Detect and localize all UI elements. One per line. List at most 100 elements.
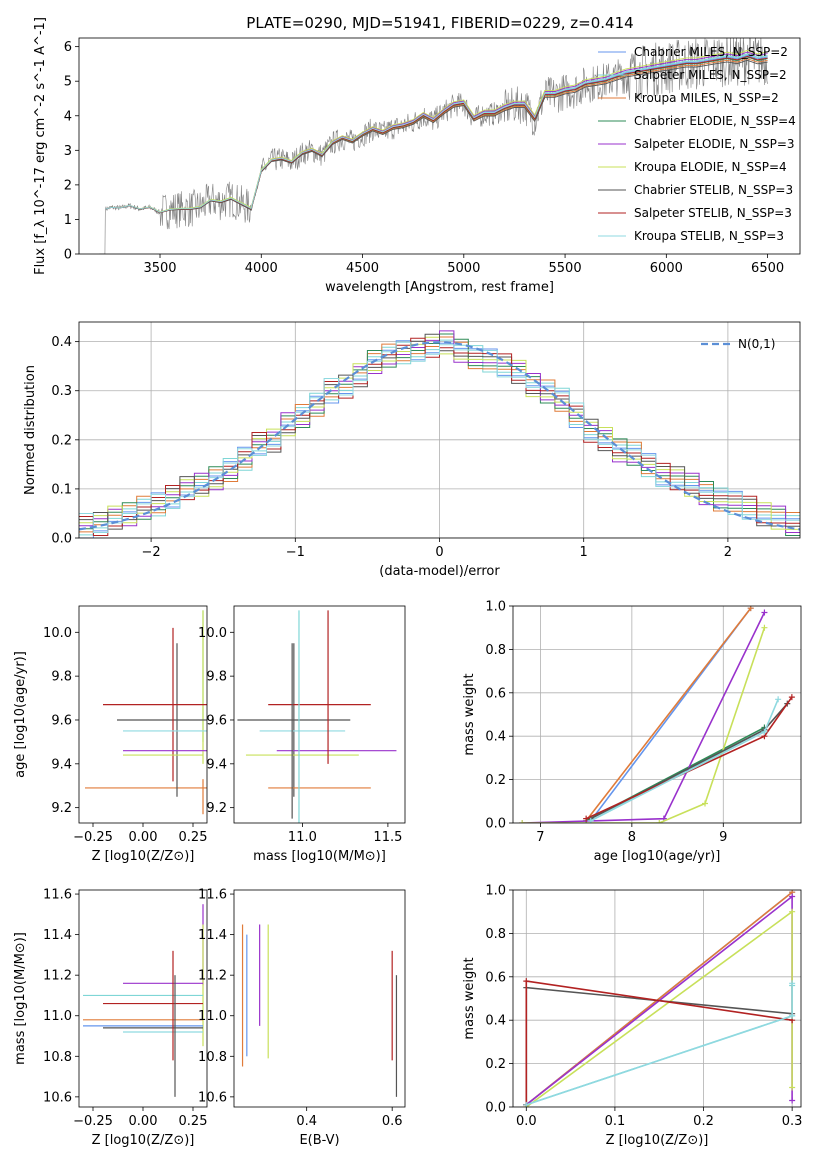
x-tick-label: 0.2 — [693, 1114, 714, 1129]
y-tick-label: 0.6 — [485, 970, 506, 985]
x-tick-label: −2 — [142, 545, 161, 560]
mass-weight-marker — [523, 978, 530, 985]
x-tick-label: 0 — [435, 545, 443, 560]
mass_vs_EBV-plot-area — [241, 924, 398, 1097]
mass-weight-marker — [789, 1012, 796, 1019]
y-tick-label: 0.0 — [485, 1101, 506, 1116]
x-tick-label: 4000 — [245, 261, 278, 276]
mass-weight-marker — [583, 815, 590, 822]
mass-weight-marker — [789, 980, 796, 987]
y-tick-label: 9.6 — [51, 713, 72, 728]
mass-weight-line — [525, 986, 793, 1105]
y-tick-label: 9.8 — [206, 670, 227, 685]
y-tick-label: 10.8 — [43, 1050, 72, 1065]
y-tick-label: 11.0 — [198, 1009, 227, 1024]
y-tick-label: 0.2 — [485, 773, 506, 788]
mass-weight-line — [590, 698, 779, 822]
massweight_vs_age-plot-area — [513, 606, 801, 823]
y-tick-label: 0.2 — [51, 433, 72, 448]
spectrum-data-line — [99, 38, 768, 254]
massweight_vs_Z-panel: 0.0 0.1 0.2 0.3 0.0 0.2 0.4 0.6 0.8 1.0 Z [log10(Z… — [462, 884, 802, 1149]
mass-weight-line — [585, 696, 793, 820]
y-tick-label: 11.6 — [43, 888, 72, 903]
y-tick-label: 10.0 — [198, 626, 227, 641]
mass-weight-line — [526, 985, 793, 1106]
x-tick-label: 3500 — [143, 261, 176, 276]
y-tick-label: 4 — [64, 109, 72, 124]
x-axis-label: mass [log10(M/M⊙)] — [253, 849, 386, 864]
legend-label: Kroupa STELIB, N_SSP=3 — [634, 229, 784, 243]
legend-label: N(0,1) — [738, 337, 775, 351]
age_vs_Z-frame — [78, 605, 208, 824]
mass-weight-marker — [656, 820, 663, 823]
y-tick-label: 2 — [64, 178, 72, 193]
y-axis-label: Flux [f_λ 10^-17 erg cm^-2 s^-1 A^-1] — [33, 17, 48, 275]
gaussian-reference-curve — [79, 341, 800, 531]
spectrum-frame — [78, 37, 801, 255]
spectrum-model-line — [105, 49, 768, 213]
mass_vs_Z-plot-area — [83, 904, 204, 1097]
x-axis-label: (data-model)/error — [379, 564, 500, 579]
x-tick-label: 11.5 — [373, 830, 402, 845]
y-axis-label: Normed distribution — [23, 365, 38, 495]
legend-label: Chabrier STELIB, N_SSP=3 — [634, 183, 793, 197]
x-tick-label: 0.00 — [129, 830, 158, 845]
figure-title: PLATE=0290, MJD=51941, FIBERID=0229, z=0… — [246, 14, 633, 32]
y-tick-label: 3 — [64, 144, 72, 159]
y-tick-label: 0.3 — [51, 384, 72, 399]
y-tick-label: 11.2 — [43, 969, 72, 984]
y-tick-label: 0.1 — [51, 482, 72, 497]
legend-label: Salpeter ELODIE, N_SSP=3 — [634, 137, 795, 151]
mass-weight-marker — [761, 624, 768, 631]
x-tick-label: 0.4 — [296, 1114, 317, 1129]
mass_vs_EBV-panel: 0.4 0.6 10.6 10.8 11.0 11.2 11.4 11.6 E(B-V) — [198, 888, 406, 1148]
x-tick-label: 0.1 — [605, 1114, 626, 1129]
x-tick-label: 0.0 — [516, 1114, 537, 1129]
y-tick-label: 0 — [64, 248, 72, 263]
x-tick-label: −1 — [286, 545, 305, 560]
x-tick-label: 9 — [719, 830, 727, 845]
y-tick-label: 10.0 — [43, 626, 72, 641]
age_vs_mass-frame — [233, 605, 406, 824]
x-tick-label: 11.0 — [288, 830, 317, 845]
y-tick-label: 1.0 — [485, 884, 506, 899]
y-tick-label: 0.4 — [485, 730, 506, 745]
y-tick-label: 0.4 — [51, 335, 72, 350]
x-tick-label: 0.3 — [782, 1114, 803, 1129]
y-tick-label: 9.4 — [206, 757, 227, 772]
x-tick-label: 2 — [724, 545, 732, 560]
mass-weight-line — [590, 703, 788, 820]
x-axis-label: E(B-V) — [299, 1133, 339, 1148]
age_vs_Z-plot-area — [85, 610, 207, 815]
age_vs_mass-panel: 11.0 11.5 9.2 9.4 9.6 9.8 10.0 mass [log10(M/M⊙… — [198, 605, 406, 864]
y-tick-label: 5 — [64, 75, 72, 90]
mass-weight-marker — [519, 820, 526, 823]
x-axis-label: Z [log10(Z/Z⊙)] — [92, 849, 195, 864]
x-tick-label: 0.25 — [179, 830, 208, 845]
y-tick-label: 1.0 — [485, 600, 506, 615]
y-tick-label: 10.6 — [43, 1090, 72, 1105]
y-axis-label: age [log10(age/yr)] — [13, 651, 28, 778]
mass-weight-marker — [788, 694, 795, 701]
legend-label: Kroupa MILES, N_SSP=2 — [634, 91, 779, 105]
mass-weight-line — [522, 627, 766, 823]
y-tick-label: 9.2 — [51, 801, 72, 816]
mass_vs_Z-frame — [78, 889, 208, 1108]
y-tick-label: 11.0 — [43, 1009, 72, 1024]
y-tick-label: 11.4 — [43, 928, 72, 943]
mass-weight-marker — [789, 1097, 796, 1104]
residuals-panel: −2 −1 0 1 2 0.0 0.1 0.2 0.3 0.4 (data-model)/error… — [23, 321, 801, 579]
spectrum-model-line — [105, 53, 768, 213]
age_vs_Z-panel: −0.25 0.00 0.25 9.2 9.4 9.6 9.8 10.0 Z [log10(Z/… — [13, 605, 208, 864]
spectrum-model-line — [105, 59, 768, 214]
y-tick-label: 6 — [64, 40, 72, 55]
x-tick-label: 5500 — [549, 261, 582, 276]
y-tick-label: 10.8 — [198, 1050, 227, 1065]
x-tick-label: 5000 — [447, 261, 480, 276]
y-tick-label: 9.4 — [51, 757, 72, 772]
massweight_vs_Z-frame — [512, 889, 802, 1108]
x-tick-label: 0.00 — [129, 1114, 158, 1129]
x-tick-label: −0.25 — [73, 830, 113, 845]
y-tick-label: 0.4 — [485, 1014, 506, 1029]
massweight_vs_Z-plot-area — [513, 890, 801, 1107]
